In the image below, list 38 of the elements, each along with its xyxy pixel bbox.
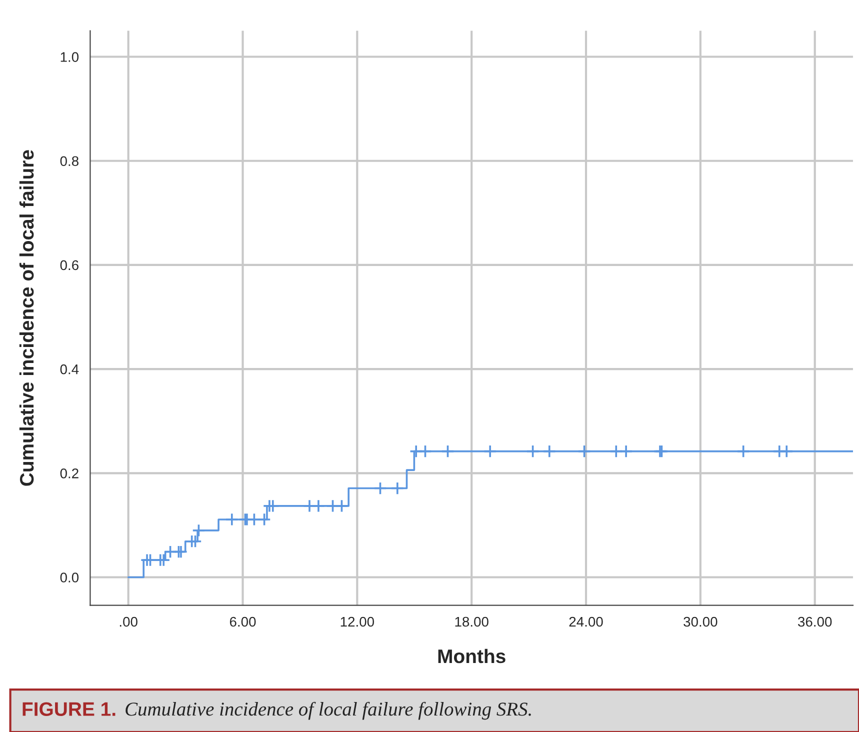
point	[483, 444, 497, 458]
y-tick-label: 0.4	[60, 364, 79, 374]
y-tick-label: 1.0	[60, 52, 79, 62]
y-tick-label: 0.6	[60, 260, 78, 270]
point	[174, 545, 188, 558]
point	[266, 499, 280, 513]
x-axis-title: Months	[438, 648, 506, 664]
point	[188, 534, 202, 548]
point	[390, 482, 404, 495]
point	[225, 512, 239, 526]
point	[542, 444, 556, 458]
x-tick-label: 24.00	[569, 616, 603, 627]
point	[144, 553, 157, 567]
point	[441, 444, 454, 458]
x-tick-label: 30.00	[684, 616, 718, 627]
point	[780, 444, 794, 458]
point	[619, 444, 633, 458]
point	[736, 444, 750, 458]
y-tick-label: 0.8	[60, 156, 78, 166]
x-tick-label: 6.00	[230, 616, 256, 627]
point	[578, 444, 592, 458]
x-tick-label: 18.00	[455, 616, 488, 627]
point	[312, 499, 326, 513]
point	[374, 482, 387, 495]
point	[335, 499, 348, 513]
text: Cumulative incidence of local failure following SRS.	[126, 702, 531, 720]
point	[418, 444, 432, 458]
point	[192, 524, 206, 538]
y-tick-label: 0.2	[60, 468, 78, 478]
point	[609, 444, 623, 458]
point	[258, 512, 272, 526]
point	[526, 444, 540, 458]
x-tick-label: 36.00	[798, 616, 832, 627]
y-tick-label: 0.0	[60, 572, 79, 582]
x-tick-label: .00	[120, 616, 138, 627]
x-tick-label: 12.00	[340, 616, 374, 627]
y-axis-title: Cumulative incidence of local failure	[19, 150, 34, 486]
caption: FIGURE 1.	[22, 702, 116, 716]
